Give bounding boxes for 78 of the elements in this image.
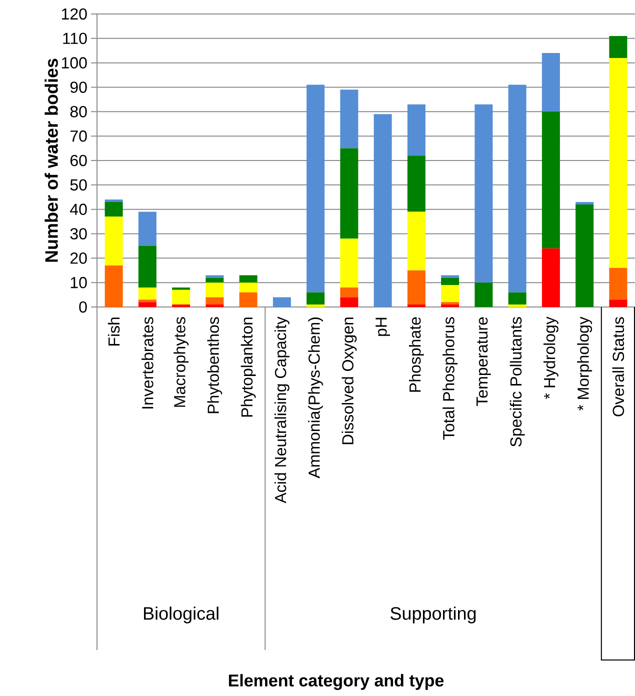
bar	[340, 297, 358, 307]
y-tick-label: 30	[70, 228, 87, 240]
bar	[340, 90, 358, 148]
bar	[609, 58, 628, 268]
bar	[206, 282, 224, 298]
bar	[508, 292, 526, 305]
y-tick-label: 40	[70, 204, 87, 215]
y-tick-label: 100	[62, 57, 87, 68]
bar	[104, 200, 123, 202]
bar	[138, 287, 156, 300]
bar	[104, 202, 123, 217]
y-tick-label: 80	[70, 106, 87, 118]
bar	[206, 297, 224, 305]
bar	[542, 112, 560, 248]
y-tick-label: 50	[70, 179, 87, 191]
bar	[138, 302, 156, 307]
bar	[542, 53, 560, 112]
y-tick-label: 90	[70, 82, 87, 93]
bar	[138, 246, 156, 288]
bar	[407, 212, 426, 270]
bar	[239, 275, 258, 283]
bar	[474, 282, 493, 307]
bar	[340, 148, 358, 239]
x-tick-label: pH	[376, 318, 390, 336]
bar	[340, 238, 358, 288]
x-tick-label: Invertebrates	[142, 317, 154, 408]
bar	[474, 104, 493, 283]
bar	[508, 84, 526, 292]
bar	[306, 84, 325, 292]
text: Supporting	[390, 606, 476, 624]
bar	[609, 300, 628, 307]
bar	[206, 278, 224, 283]
x-tick-label: Total Phosphorus	[442, 317, 458, 440]
bar	[609, 36, 628, 58]
x-tick-label: Acid Neutralising Capacity	[274, 316, 290, 504]
bar	[441, 278, 460, 286]
x-tick-label: * Hydrology	[543, 316, 558, 399]
bar	[441, 302, 460, 305]
y-tick-label: 70	[70, 130, 87, 142]
bar	[104, 265, 123, 307]
bar	[172, 290, 190, 305]
x-tick-label: Phytoplankton	[240, 318, 256, 417]
bar	[576, 204, 594, 307]
bar	[172, 287, 190, 290]
bar	[374, 114, 392, 307]
bar	[306, 292, 325, 305]
bar	[104, 216, 123, 266]
bar	[407, 270, 426, 305]
bar	[272, 297, 291, 307]
y-tick-label: 0	[79, 301, 87, 313]
x-tick-label: * Morphology	[577, 316, 592, 411]
text: Biological	[144, 606, 218, 624]
y-tick-label: 110	[63, 32, 87, 44]
x-tick-label: Ammonia(Phys-Chem)	[308, 318, 324, 478]
bar	[441, 285, 460, 302]
bar	[609, 268, 628, 300]
y-tick-label: 10	[70, 276, 87, 288]
bar	[542, 248, 560, 307]
x-tick-label: Overall Status	[612, 317, 624, 416]
text: Element category and type	[228, 674, 444, 690]
y-tick-label: 120	[62, 8, 87, 20]
x-tick-label: Fish	[108, 318, 120, 346]
x-tick-label: Dissolved Oxygen	[342, 318, 357, 444]
bar	[239, 282, 258, 292]
bar	[407, 156, 426, 212]
y-tick-label: 20	[70, 252, 87, 264]
x-tick-label: Temperature	[476, 317, 491, 406]
x-tick-label: Macrophytes	[174, 317, 189, 407]
bar	[138, 300, 156, 302]
y-tick-label: 60	[70, 154, 87, 166]
bar	[138, 212, 156, 246]
x-tick-label: Phosphate	[408, 317, 424, 392]
x-tick-label: Phytobenthos	[207, 317, 222, 414]
y-axis-title: Number of water bodies	[44, 58, 58, 262]
bar	[407, 104, 426, 156]
bar	[340, 287, 358, 298]
x-tick-label: Specific Pollutants	[510, 317, 525, 447]
bar	[239, 292, 258, 307]
